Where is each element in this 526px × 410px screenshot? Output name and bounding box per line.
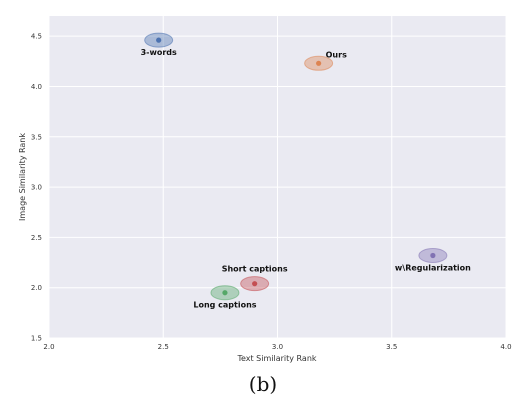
y-tick-label: 4.0 xyxy=(31,83,42,91)
y-tick-label: 3.5 xyxy=(31,133,42,141)
y-tick-label: 2.5 xyxy=(31,234,42,242)
x-tick-label: 4.0 xyxy=(500,343,511,351)
point-label: 3-words xyxy=(141,48,177,57)
x-tick-label: 2.5 xyxy=(158,343,169,351)
point-labels: 3-words Ours Short captions Long captions w\… xyxy=(141,48,472,310)
data-points xyxy=(144,32,448,301)
data-point xyxy=(156,37,162,43)
data-point xyxy=(430,252,436,259)
y-axis-label: Image Similarity Rank xyxy=(18,133,27,221)
y-tick-label: 3.0 xyxy=(31,184,42,192)
x-tick-label: 2.0 xyxy=(43,343,54,351)
point-label: Ours xyxy=(326,50,347,59)
y-tick-label: 4.5 xyxy=(31,33,42,41)
x-tick-label: 3.5 xyxy=(386,343,397,351)
point-label: Short captions xyxy=(222,265,288,274)
grid-lines xyxy=(48,16,507,339)
data-point xyxy=(316,60,322,66)
tick-labels: 2.0 2.5 3.0 3.5 4.01.52.02.53.03.54.04.5 xyxy=(31,33,512,351)
y-tick-label: 1.5 xyxy=(31,335,42,343)
point-label: w\Regularization xyxy=(395,263,471,272)
data-point xyxy=(252,281,258,287)
y-tick-label: 2.0 xyxy=(31,284,42,292)
x-tick-label: 3.0 xyxy=(272,343,283,351)
x-axis-label: Text Similarity Rank xyxy=(236,354,316,363)
data-point xyxy=(222,290,228,296)
figure-caption: (b) xyxy=(248,372,278,396)
point-label: Long captions xyxy=(193,301,256,310)
